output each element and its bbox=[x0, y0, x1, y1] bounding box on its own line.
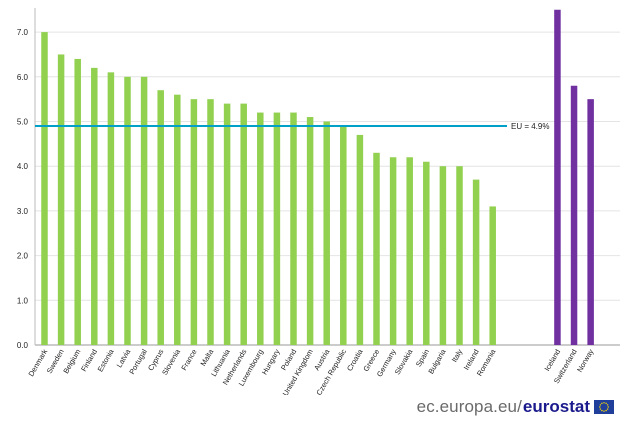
bar bbox=[257, 112, 264, 345]
x-tick-label: Estonia bbox=[96, 347, 117, 374]
y-axis: 0.0 1.0 2.0 3.0 4.0 5.0 6.0 7.0 bbox=[17, 8, 36, 350]
bar bbox=[406, 157, 413, 345]
bar bbox=[554, 9, 561, 345]
bar bbox=[356, 134, 364, 345]
bar-chart: 0.0 1.0 2.0 3.0 4.0 5.0 6.0 7.0 DenmarkSwedenBe… bbox=[17, 8, 620, 395]
bar bbox=[190, 99, 198, 346]
bar bbox=[306, 117, 314, 345]
eu-average-line: EU = 4.9% bbox=[35, 122, 549, 131]
bar bbox=[290, 112, 297, 345]
bar bbox=[174, 94, 181, 346]
y-tick-label: 7.0 bbox=[17, 28, 29, 37]
bar bbox=[74, 58, 81, 346]
x-tick-label: Norway bbox=[575, 347, 595, 373]
y-tick-label: 1.0 bbox=[17, 296, 29, 305]
eu-average-label: EU = 4.9% bbox=[511, 122, 549, 131]
y-tick-label: 2.0 bbox=[17, 252, 29, 261]
bars bbox=[41, 9, 594, 346]
bar bbox=[439, 166, 447, 345]
x-tick-label: Spain bbox=[414, 348, 431, 369]
x-tick-label: Denmark bbox=[26, 347, 49, 378]
eu-flag-icon bbox=[594, 400, 614, 414]
bar bbox=[41, 32, 48, 345]
bar bbox=[91, 67, 98, 346]
bar bbox=[587, 99, 594, 346]
y-tick-label: 3.0 bbox=[17, 207, 29, 216]
y-tick-label: 0.0 bbox=[17, 341, 29, 350]
y-tick-label: 5.0 bbox=[17, 118, 29, 127]
bar bbox=[207, 99, 214, 346]
bar bbox=[373, 152, 380, 345]
bar bbox=[107, 72, 115, 345]
bar bbox=[389, 157, 397, 345]
y-tick-label: 4.0 bbox=[17, 162, 29, 171]
bar bbox=[489, 206, 496, 345]
bar bbox=[273, 112, 281, 345]
bar bbox=[240, 103, 247, 346]
bar bbox=[57, 54, 65, 345]
bar bbox=[472, 179, 480, 345]
x-axis-labels: DenmarkSwedenBelgiumFinlandEstoniaLatvia… bbox=[26, 347, 595, 395]
bar bbox=[223, 103, 231, 346]
bar bbox=[340, 125, 347, 345]
bar bbox=[570, 85, 578, 346]
bar bbox=[423, 161, 430, 345]
x-tick-label: Italy bbox=[450, 347, 465, 364]
eurostat-footer: ec.europa.eu/ eurostat bbox=[417, 397, 614, 417]
bar bbox=[124, 76, 131, 346]
bar bbox=[456, 166, 463, 345]
footer-site-text[interactable]: ec.europa.eu/ bbox=[416, 397, 522, 416]
x-tick-label: Bulgaria bbox=[426, 347, 448, 376]
x-tick-label: France bbox=[179, 348, 198, 372]
footer-brand-text[interactable]: eurostat bbox=[522, 397, 590, 416]
bar bbox=[157, 90, 164, 346]
y-tick-label: 6.0 bbox=[17, 73, 29, 82]
bar bbox=[140, 76, 148, 346]
bar bbox=[323, 121, 330, 345]
